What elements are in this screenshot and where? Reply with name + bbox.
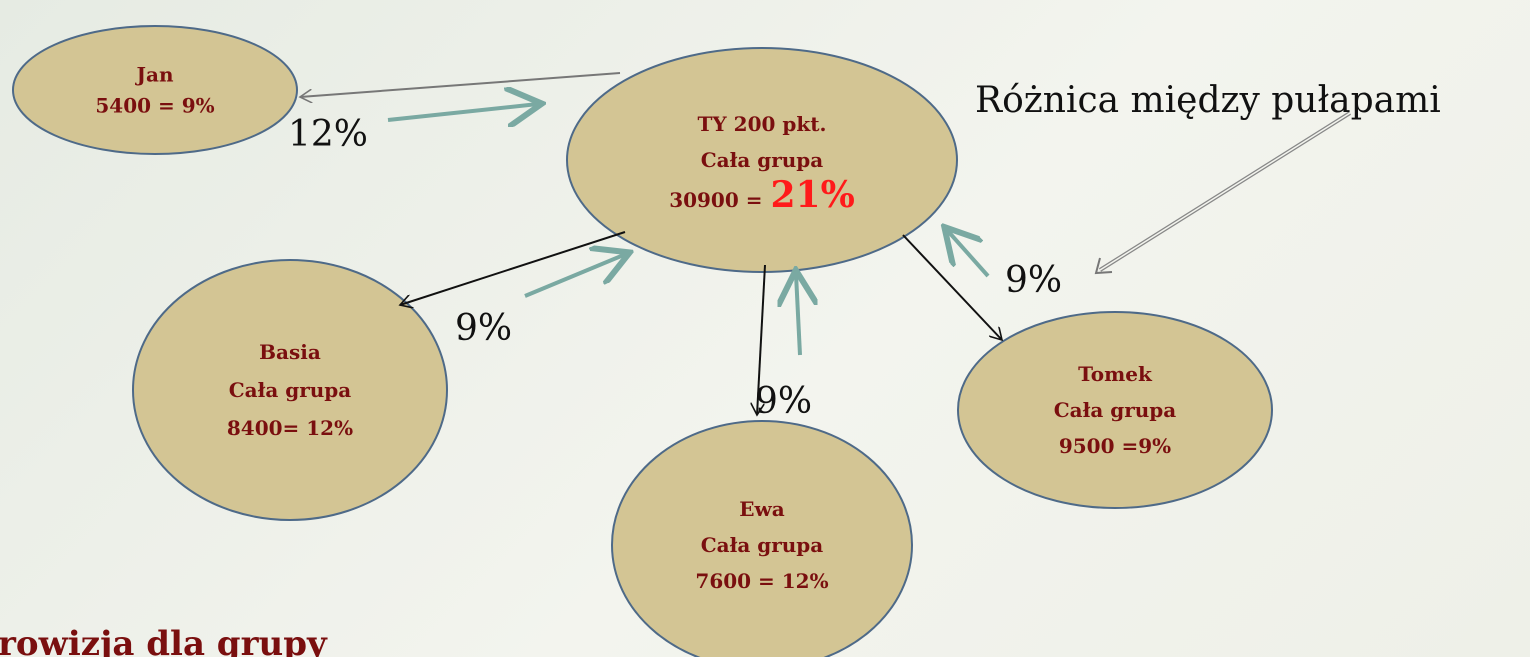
arrow xyxy=(300,72,621,97)
node-label: 9500 =9% xyxy=(1059,434,1171,458)
edge-label: 9% xyxy=(1005,260,1062,301)
arrow xyxy=(902,234,1002,340)
footer-title: rowizja dla grupy xyxy=(0,624,328,657)
arrow xyxy=(757,264,766,415)
node-shape xyxy=(132,259,448,521)
node-shape xyxy=(12,25,298,155)
node-label-part: 30900 = xyxy=(669,188,762,212)
edge-label: 9% xyxy=(455,308,512,349)
annotation-arrow-inner xyxy=(1099,112,1351,271)
node-highlight: 21% xyxy=(771,174,855,216)
node-label: 5400 = 9% xyxy=(95,94,214,118)
node-label: 7600 = 12% xyxy=(695,569,828,593)
node-label: Cała grupa xyxy=(1054,398,1177,422)
node-label: 8400= 12% xyxy=(227,416,353,440)
node-label: Cała grupa xyxy=(229,378,352,402)
teal-arrow xyxy=(947,230,990,278)
teal-arrow xyxy=(524,254,626,298)
node-shape xyxy=(566,47,958,273)
node-label: Ewa xyxy=(739,497,784,521)
arrows xyxy=(300,72,1352,415)
node-label: Tomek xyxy=(1078,362,1153,386)
node-label: Basia xyxy=(259,340,321,364)
annotation-arrowhead xyxy=(1094,257,1113,275)
edge-label: 12% xyxy=(288,114,368,155)
node-label: 30900 = 21% xyxy=(669,174,855,216)
node-label: Cała grupa xyxy=(701,533,824,557)
edge-label: 9% xyxy=(755,381,812,422)
teal-arrow xyxy=(387,104,538,120)
node-shape xyxy=(611,420,913,657)
ellipses xyxy=(12,25,1273,657)
annotation: Różnica między pułapami xyxy=(975,80,1441,121)
node-label: Cała grupa xyxy=(701,148,824,172)
node-label: Jan xyxy=(135,63,174,87)
node-shape xyxy=(957,311,1273,509)
node-label: TY 200 pkt. xyxy=(698,112,827,136)
arrow xyxy=(400,231,626,305)
teal-arrow xyxy=(796,274,800,356)
